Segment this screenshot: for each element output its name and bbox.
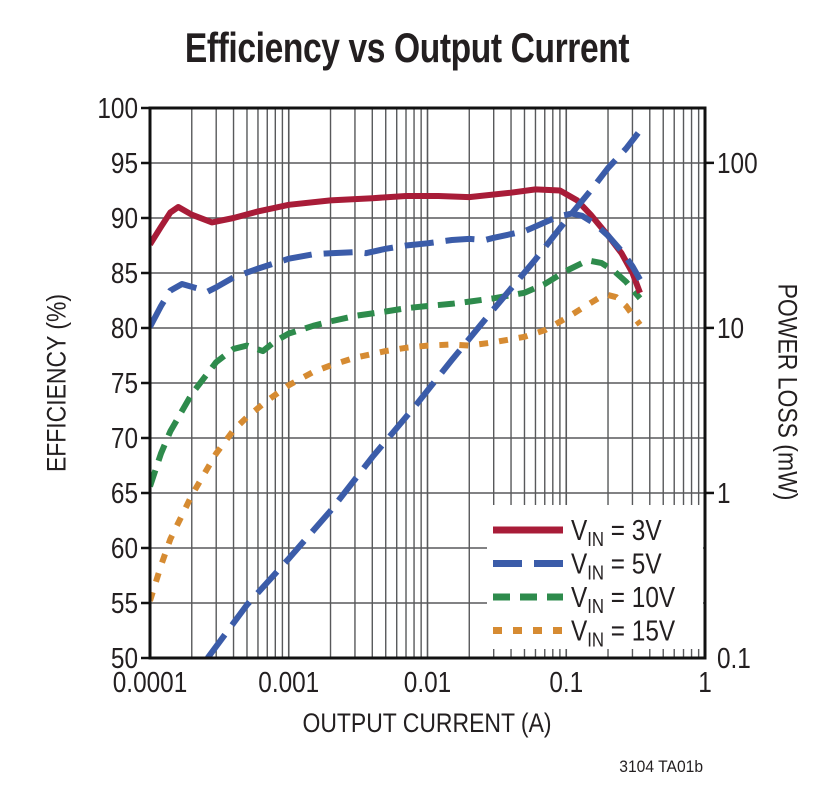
tick-label-x: 0.01 [404, 666, 451, 698]
y-axis-left-title: EFFICIENCY (%) [41, 293, 72, 473]
curve-vin3 [149, 186, 643, 294]
y-axis-right-title: POWER LOSS (mW) [772, 283, 803, 501]
curve-ploss5 [205, 131, 641, 659]
tick-label-y-right: 0.1 [717, 642, 751, 674]
tick-label-y-left: 75 [111, 367, 138, 399]
tick-label-x: 1 [698, 666, 712, 698]
tick-label-y-left: 55 [111, 587, 138, 619]
legend-label-vin15: VIN = 15V [571, 615, 675, 651]
tick-label-y-left: 65 [111, 477, 138, 509]
tick-label-y-right: 100 [717, 147, 758, 179]
tick-label-y-left: 70 [111, 422, 138, 454]
tick-label-y-left: 85 [111, 257, 138, 289]
curve-vin10 [149, 257, 643, 488]
tick-label-y-left: 80 [111, 312, 138, 344]
tick-label-x: 0.0001 [113, 666, 187, 698]
figure-caption: 3104 TA01b [619, 757, 703, 776]
tick-label-y-left: 90 [111, 202, 138, 234]
tick-label-y-right: 10 [717, 312, 744, 344]
legend-label-vin10: VIN = 10V [571, 581, 675, 617]
tick-label-y-left: 95 [111, 147, 138, 179]
x-axis-title: OUTPUT CURRENT (A) [302, 708, 552, 738]
tick-label-y-left: 60 [111, 532, 138, 564]
tick-label-x: 0.1 [549, 666, 583, 698]
tick-label-x: 0.001 [258, 666, 319, 698]
chart-title: Efficiency vs Output Current [184, 24, 630, 71]
legend-label-vin5: VIN = 5V [571, 548, 662, 584]
tick-label-y-left: 50 [111, 642, 138, 674]
curve-vin5 [149, 210, 643, 329]
tick-label-y-right: 1 [717, 477, 731, 509]
tick-label-y-left: 100 [97, 92, 138, 124]
legend-label-vin3: VIN = 3V [571, 514, 662, 550]
